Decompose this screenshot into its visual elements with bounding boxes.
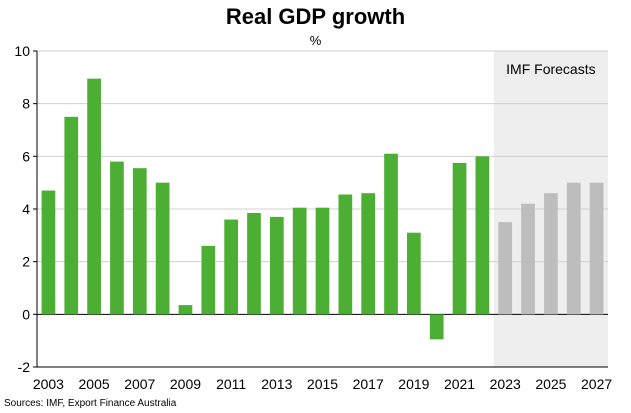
bar-2022 [475, 156, 490, 315]
x-tick-label: 2025 [535, 376, 566, 392]
bar-2015 [315, 207, 330, 315]
y-tick-label: 0 [22, 306, 30, 322]
x-tick-labels: 2003 2005 2007 2009 2011 2013 2015 2017 2019 2021… [33, 376, 613, 392]
bar-2008 [155, 182, 170, 315]
y-tick-label: 10 [14, 43, 30, 59]
forecast-label: IMF Forecasts [506, 61, 595, 77]
bar-2026 [566, 182, 581, 315]
bar-2018 [384, 153, 398, 315]
y-axis-unit-label: % [309, 33, 322, 48]
x-tick-label: 2021 [444, 376, 475, 392]
source-note: Sources: IMF, Export Finance Australia [4, 398, 177, 409]
bar-2012 [247, 212, 261, 315]
bar-2024 [521, 203, 535, 315]
x-tick-label: 2011 [216, 376, 246, 392]
x-tick-label: 2019 [398, 376, 429, 392]
x-tick-label: 2005 [79, 376, 110, 392]
y-tick-label: 8 [22, 96, 30, 112]
bar-2021 [452, 162, 467, 315]
bar-2019 [407, 232, 421, 315]
bar-2011 [224, 219, 238, 315]
bar-2025 [544, 193, 558, 315]
axes [33, 50, 608, 368]
bar-2020 [429, 314, 444, 340]
bar-2017 [361, 193, 376, 315]
bar-2014 [292, 207, 307, 315]
bar-2027 [589, 182, 604, 315]
x-tick-label: 2003 [33, 376, 64, 392]
bar-2004 [64, 116, 79, 315]
bar-2013 [269, 216, 284, 315]
bar-2005 [87, 78, 101, 315]
bar-2023 [498, 222, 513, 315]
bars [41, 78, 604, 340]
y-tick-label: 4 [22, 201, 30, 217]
x-tick-label: 2023 [490, 376, 521, 392]
chart-title: Real GDP growth [225, 4, 406, 29]
bar-2006 [110, 161, 124, 315]
x-tick-label: 2015 [307, 376, 338, 392]
bar-2009 [178, 305, 193, 315]
y-tick-labels: -2 0 2 4 6 8 10 [14, 43, 30, 375]
bar-2010 [201, 245, 216, 315]
bar-2016 [338, 194, 353, 315]
bar-2003 [41, 190, 56, 315]
x-tick-label: 2007 [124, 376, 155, 392]
y-tick-label: -2 [18, 359, 31, 375]
x-tick-label: 2017 [353, 376, 384, 392]
x-tick-label: 2027 [581, 376, 612, 392]
x-tick-label: 2009 [170, 376, 201, 392]
bar-2007 [132, 168, 147, 315]
x-tick-label: 2013 [261, 376, 292, 392]
y-tick-label: 2 [22, 254, 30, 270]
y-tick-label: 6 [22, 148, 30, 164]
